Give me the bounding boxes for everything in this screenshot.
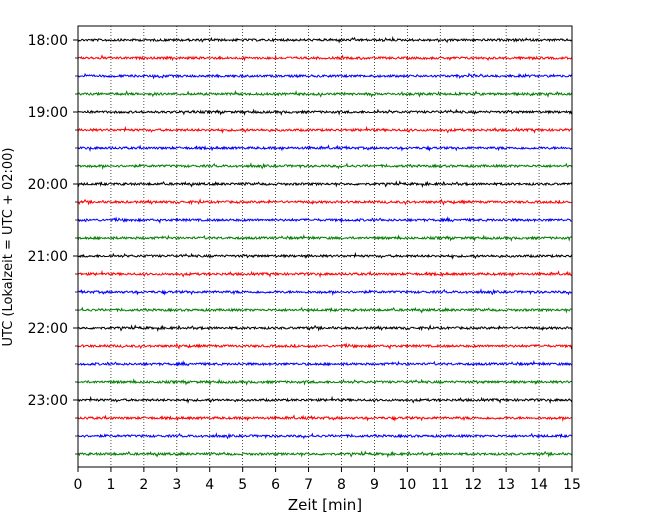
x-tick-label: 3 [172,477,181,493]
trace-2045 [77,233,573,242]
trace-2245 [77,378,573,386]
x-tick-label: 1 [106,477,115,493]
y-tick-label: 21:00 [28,249,68,265]
trace-2000 [77,180,573,188]
trace-2130 [77,288,573,297]
x-tick-label: 12 [464,477,482,493]
trace-2345 [77,450,573,458]
y-tick-label: 23:00 [28,393,68,409]
x-axis: 0 1 2 3 4 5 6 7 8 9 10 11 12 13 14 15 [74,467,581,493]
trace-2230 [77,359,573,367]
y-axis: 18:00 19:00 20:00 21:00 22:00 23:00 [28,33,78,455]
y-tick-label: 22:00 [28,321,68,337]
x-tick-label: 14 [530,477,548,493]
trace-1930 [77,144,573,153]
plot-frame [77,25,573,468]
trace-2215 [77,342,573,351]
trace-2030 [77,216,572,225]
x-tick-label: 7 [304,477,313,493]
x-tick-label: 15 [563,477,581,493]
trace-2315 [77,414,573,423]
trace-1815 [77,54,573,62]
trace-2330 [77,432,573,440]
y-tick-label: 19:00 [28,105,68,121]
x-tick-label: 6 [271,477,280,493]
trace-1900 [77,108,573,116]
trace-1830 [77,72,573,80]
x-tick-label: 2 [139,477,148,493]
trace-1800 [77,35,573,44]
trace-2100 [77,251,573,260]
y-tick-label: 20:00 [28,177,68,193]
trace-2300 [77,395,573,405]
trace-2200 [77,324,573,332]
trace-1915 [77,125,573,134]
x-tick-label: 13 [497,477,515,493]
x-tick-label: 8 [337,477,346,493]
x-tick-label: 9 [370,477,379,493]
x-tick-label: 4 [205,477,214,493]
trace-1945 [77,162,573,171]
y-tick-label: 18:00 [28,33,68,49]
x-tick-label: 10 [398,477,416,493]
x-tick-label: 0 [74,477,83,493]
x-axis-title: Zeit [min] [288,496,362,514]
trace-2015 [77,198,573,206]
seismic-traces [77,35,573,458]
y-axis-title: UTC (Lokalzeit = UTC + 02:00) [1,148,16,347]
trace-2115 [77,269,573,279]
trace-1845 [77,89,573,98]
x-tick-label: 5 [238,477,247,493]
x-tick-label: 11 [431,477,449,493]
trace-2145 [77,306,573,314]
